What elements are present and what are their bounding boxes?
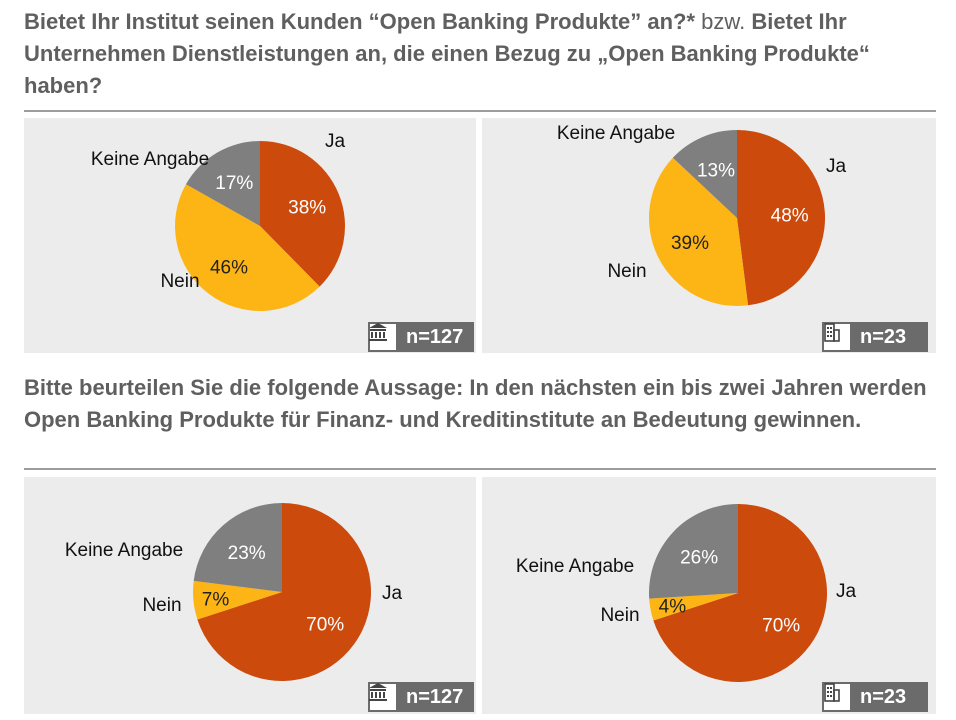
question-2-text: Bitte beurteilen Sie die folgende Aussag…: [24, 375, 927, 432]
pie-slice-nein: [648, 157, 749, 307]
sample-size-1: n=127: [398, 322, 474, 352]
pie-pct-label-ja: 48%: [771, 206, 809, 227]
pie-category-label-keine-angabe: Keine Angabe: [557, 123, 675, 144]
pie-category-label-keine-angabe: Keine Angabe: [516, 556, 634, 577]
question-1: Bietet Ihr Institut seinen Kunden “Open …: [24, 6, 944, 102]
sample-badge-3: n=127: [368, 682, 474, 712]
divider-1: [24, 110, 936, 112]
pie-slice-ja: [653, 504, 828, 682]
sample-badge-1: n=127: [368, 322, 474, 352]
pie-category-label-nein: Nein: [600, 605, 639, 626]
chart-panel-1: 38% Ja 46% Nein 17% Keine Angabe n=127: [24, 118, 476, 353]
chart-panel-2: 48% Ja 39% Nein 13% Keine Angabe n=23: [482, 118, 936, 353]
pie-category-label-ja: Ja: [382, 583, 403, 604]
pie-pct-label-nein: 4%: [659, 597, 687, 618]
pie-pct-label-nein: 7%: [202, 589, 230, 610]
pie-slice-ja: [737, 130, 826, 306]
sample-size-2: n=23: [852, 322, 928, 352]
pie-slice-ja: [197, 503, 372, 681]
sample-size-3: n=127: [398, 682, 474, 712]
pie-category-label-ja: Ja: [836, 581, 857, 602]
pie-pct-label-ja: 70%: [306, 614, 344, 635]
bank-icon: [368, 322, 398, 352]
pie-slice-keine-angabe: [649, 504, 738, 599]
pie-pct-label-keine-angabe: 26%: [680, 547, 718, 568]
pie-slice-nein: [193, 580, 282, 620]
pie-pct-label-nein: 39%: [671, 233, 709, 254]
pie-pct-label-nein: 46%: [210, 258, 248, 279]
question-2: Bitte beurteilen Sie die folgende Aussag…: [24, 372, 944, 436]
sample-badge-4: n=23: [822, 682, 928, 712]
divider-2: [24, 468, 936, 470]
building-icon: [822, 682, 852, 712]
pie-category-label-keine-angabe: Keine Angabe: [91, 149, 209, 170]
pie-category-label-nein: Nein: [142, 595, 181, 616]
pie-slice-ja: [260, 141, 345, 287]
question-1-part-a: Bietet Ihr Institut seinen Kunden “Open …: [24, 9, 696, 34]
pie-category-label-nein: Nein: [160, 271, 199, 292]
sample-badge-2: n=23: [822, 322, 928, 352]
pie-pct-label-keine-angabe: 23%: [228, 543, 266, 564]
chart-panel-4: 70% Ja 4% Nein 26% Keine Angabe n=23: [482, 477, 936, 714]
pie-chart-3: 70% Ja 7% Nein 23% Keine Angabe: [65, 503, 403, 681]
pie-slice-nein: [175, 184, 320, 311]
pie-pct-label-ja: 70%: [762, 615, 800, 636]
pie-chart-2: 48% Ja 39% Nein 13% Keine Angabe: [557, 123, 847, 307]
pie-slice-keine-angabe: [185, 141, 260, 226]
pie-pct-label-keine-angabe: 13%: [697, 161, 735, 182]
chart-panel-3: 70% Ja 7% Nein 23% Keine Angabe n=127: [24, 477, 476, 714]
sample-size-4: n=23: [852, 682, 928, 712]
question-1-connector: bzw.: [695, 9, 752, 34]
pie-chart-1: 38% Ja 46% Nein 17% Keine Angabe: [91, 131, 346, 311]
building-icon: [822, 322, 852, 352]
pie-category-label-nein: Nein: [607, 261, 646, 282]
pie-slice-keine-angabe: [193, 503, 282, 592]
pie-pct-label-keine-angabe: 17%: [215, 173, 253, 194]
pie-category-label-keine-angabe: Keine Angabe: [65, 540, 183, 561]
question-1-part-b: Bietet Ihr Unternehmen Dienstleistungen …: [24, 9, 870, 98]
pie-slice-keine-angabe: [672, 130, 737, 218]
pie-slice-nein: [649, 593, 738, 621]
pie-category-label-ja: Ja: [826, 156, 847, 177]
pie-pct-label-ja: 38%: [288, 198, 326, 219]
pie-chart-4: 70% Ja 4% Nein 26% Keine Angabe: [516, 504, 857, 682]
pie-category-label-ja: Ja: [325, 131, 346, 152]
bank-icon: [368, 682, 398, 712]
